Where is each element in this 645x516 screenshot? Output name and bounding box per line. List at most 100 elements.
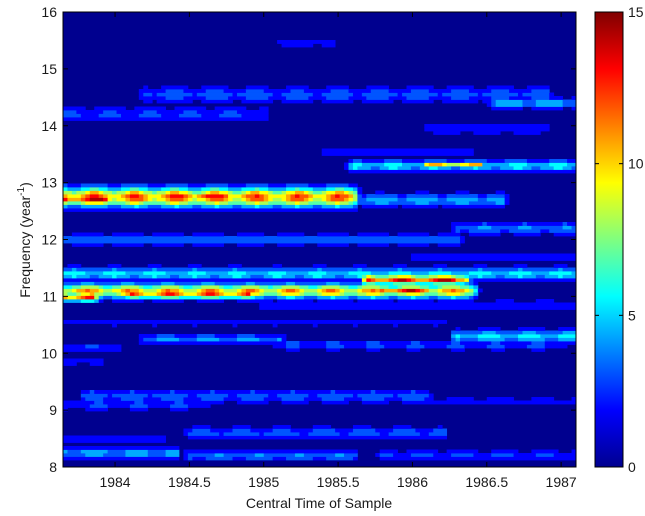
contour-cell	[259, 288, 265, 293]
contour-cell	[205, 96, 229, 100]
contour-cell	[352, 393, 358, 398]
contour-cell	[402, 159, 425, 163]
contour-cell	[263, 89, 291, 93]
contour-cell	[152, 267, 158, 272]
contour-cell	[500, 334, 519, 338]
contour-cell	[415, 288, 421, 293]
contour-cell	[143, 190, 153, 195]
contour-cell	[259, 292, 265, 296]
contour-cell	[89, 194, 100, 198]
contour-cell	[196, 334, 216, 338]
contour-cell	[321, 292, 340, 296]
contour-cell	[63, 400, 95, 405]
contour-cell	[321, 288, 327, 293]
contour-cell	[63, 236, 461, 240]
contour-cell	[85, 194, 91, 198]
contour-cell	[330, 295, 336, 300]
contour-cell	[228, 187, 242, 191]
contour-cell	[219, 201, 229, 205]
contour-cell	[482, 267, 519, 272]
contour-cell	[558, 274, 564, 279]
contour-cell	[344, 453, 358, 457]
contour-cell	[232, 425, 251, 429]
contour-cell	[138, 334, 158, 338]
contour-cell	[397, 292, 407, 296]
contour-cell	[446, 292, 461, 296]
contour-cell	[143, 292, 158, 296]
contour-cell	[178, 204, 193, 209]
contour-cell	[63, 362, 77, 366]
contour-cell	[335, 428, 354, 433]
contour-cell	[397, 299, 434, 303]
contour-cell	[228, 197, 233, 202]
contour-cell	[107, 393, 113, 398]
contour-cell	[437, 288, 443, 293]
contour-cell	[178, 190, 189, 195]
contour-cell	[219, 337, 238, 342]
contour-cell	[388, 295, 398, 300]
contour-cell	[348, 197, 354, 202]
contour-cell	[268, 187, 287, 191]
contour-cell	[161, 295, 180, 300]
contour-cell	[161, 204, 175, 209]
contour-cell	[375, 281, 394, 286]
y-tick-label: 8	[49, 459, 57, 475]
contour-cell	[223, 194, 229, 198]
contour-cell	[361, 285, 381, 289]
contour-cell	[326, 341, 340, 345]
contour-cell	[156, 337, 180, 342]
contour-cell	[161, 85, 189, 90]
contour-cell	[571, 271, 576, 275]
contour-cell	[393, 264, 407, 268]
contour-cell	[406, 278, 412, 282]
contour-cell	[63, 110, 77, 114]
contour-cell	[442, 204, 506, 209]
contour-cell	[134, 390, 171, 394]
contour-cell	[406, 449, 439, 454]
contour-cell	[451, 278, 456, 282]
contour-cell	[361, 92, 398, 97]
contour-cell	[460, 162, 470, 167]
contour-cell	[94, 299, 100, 303]
contour-cell	[375, 201, 390, 205]
contour-cell	[370, 295, 376, 300]
contour-cell	[286, 96, 309, 100]
contour-cell	[535, 299, 555, 303]
contour-cell	[63, 183, 68, 188]
contour-cell	[63, 187, 68, 191]
contour-cell	[339, 194, 349, 198]
contour-cell	[170, 190, 180, 195]
contour-cell	[460, 229, 470, 233]
contour-cell	[63, 449, 68, 454]
contour-cell	[116, 197, 126, 202]
contour-cell	[344, 162, 349, 167]
contour-cell	[170, 407, 189, 412]
contour-cell	[357, 190, 363, 195]
contour-cell	[518, 225, 532, 230]
contour-cell	[410, 390, 416, 394]
contour-cell	[187, 197, 193, 202]
x-tick-label: 1984.5	[168, 474, 211, 490]
contour-cell	[170, 404, 189, 408]
contour-cell	[468, 89, 492, 93]
contour-cell	[308, 183, 327, 188]
contour-cell	[567, 162, 576, 167]
contour-cell	[473, 131, 501, 135]
contour-cell	[468, 288, 474, 293]
contour-cell	[428, 89, 452, 93]
contour-cell	[397, 274, 412, 279]
contour-cell	[214, 204, 220, 209]
contour-cell	[71, 267, 77, 272]
contour-cell	[125, 201, 131, 205]
contour-cell	[138, 201, 144, 205]
contour-cell	[491, 103, 497, 107]
contour-cell	[98, 288, 104, 293]
contour-cell	[397, 197, 407, 202]
contour-cell	[259, 201, 269, 205]
contour-cell	[210, 390, 216, 394]
contour-cell	[491, 449, 519, 454]
contour-cell	[80, 390, 91, 394]
contour-cell	[428, 285, 439, 289]
contour-cell	[152, 243, 184, 247]
contour-cell	[152, 232, 184, 237]
